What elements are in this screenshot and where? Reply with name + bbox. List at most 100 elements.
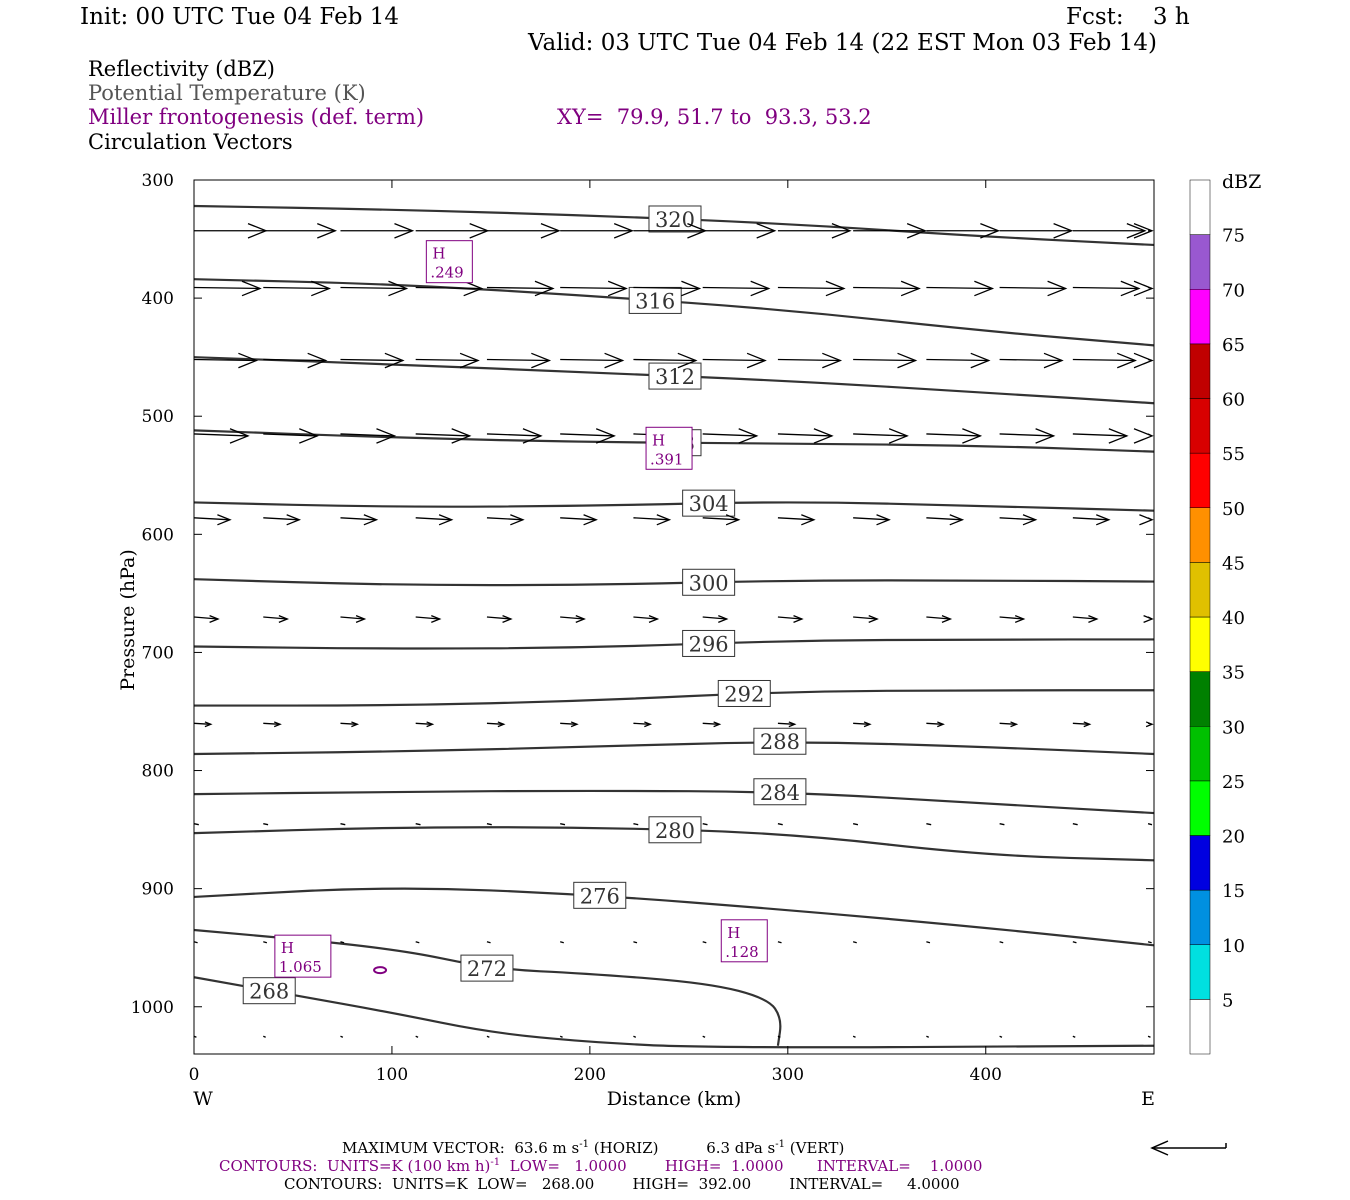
frontogenesis-max-value: .128 — [725, 943, 758, 961]
circulation-vector — [777, 1035, 781, 1038]
circulation-vector — [486, 358, 550, 362]
circulation-vector — [486, 616, 512, 620]
theta-label-304: 304 — [689, 492, 729, 516]
circulation-vector — [263, 433, 318, 437]
colorbar-segment — [1189, 999, 1211, 1055]
y-axis-label: Pressure (hPa) — [117, 549, 139, 691]
circulation-vector — [777, 517, 814, 521]
circulation-vector-head — [388, 280, 409, 297]
contours-frontogenesis-b: LOW= 1.0000 HIGH= 1.0000 INTERVAL= 1.000… — [500, 1157, 983, 1175]
circulation-vector — [486, 722, 504, 725]
circulation-vector-head — [656, 514, 672, 526]
circulation-vector — [1072, 358, 1136, 362]
x-tick-label: 100 — [376, 1065, 408, 1085]
circulation-vector-head — [613, 222, 634, 239]
circulation-vector — [193, 358, 257, 362]
colorbar: 5 10 15 20 25 30 35 40 45 50 55 60 65 70 75 dBZ — [1189, 171, 1261, 1055]
colorbar-label: 70 — [1222, 280, 1245, 301]
circulation-vector-head — [906, 222, 927, 239]
x-axis-label: Distance (km) — [607, 1088, 742, 1110]
circulation-vector — [853, 358, 916, 362]
max-vector-vert-unit: (VERT) — [785, 1139, 845, 1157]
circulation-vector-head — [1120, 280, 1141, 297]
circulation-vector — [1147, 823, 1153, 826]
theta-contour-296 — [194, 638, 1154, 650]
circulation-vector-head — [229, 428, 250, 444]
circulation-vector — [926, 616, 951, 620]
frontogenesis-max-letter: H — [652, 431, 665, 449]
circulation-vector-head — [238, 352, 259, 369]
circulation-vector — [999, 517, 1036, 521]
circulation-vector-head — [725, 514, 741, 526]
theta-contour-300 — [194, 578, 1154, 587]
circulation-vector-head — [801, 514, 816, 526]
footer-max-vector: MAXIMUM VECTOR: 63.6 m s-1 (HORIZ) 6.3 d… — [342, 1139, 844, 1157]
theta-label-box — [648, 362, 702, 390]
circulation-vector-head — [937, 721, 945, 728]
circulation-vector — [926, 941, 931, 944]
circulation-vector-head — [510, 514, 525, 526]
circulation-vector-head — [570, 721, 579, 728]
theta-label-316: 316 — [635, 289, 675, 313]
circulation-vector-head — [868, 615, 879, 623]
colorbar-segment — [1189, 616, 1211, 672]
max-vector-vert: 6.3 dPa s — [706, 1139, 776, 1157]
circulation-vector-head — [241, 280, 262, 297]
circulation-vector-head — [1133, 428, 1154, 444]
x-tick-label: 300 — [772, 1065, 804, 1085]
theta-contour-288 — [194, 741, 1154, 756]
circulation-vector-head — [648, 615, 660, 623]
circulation-vector — [777, 616, 802, 620]
frontogenesis-contour — [373, 966, 388, 975]
circulation-vectors — [193, 222, 1154, 1038]
circulation-vector-head — [273, 721, 282, 728]
theta-label-box — [628, 286, 682, 314]
circulation-vector-head — [1139, 514, 1154, 526]
circulation-vector-head — [962, 428, 983, 444]
circulation-vector — [193, 722, 211, 725]
circulation-vector — [415, 433, 470, 437]
y-tick-label: 500 — [142, 407, 174, 427]
circulation-vector-head — [1014, 615, 1026, 623]
circulation-vector-head — [1022, 514, 1038, 526]
circulation-vector — [340, 1035, 344, 1038]
circulation-vector-head — [583, 514, 598, 526]
theta-label-box — [717, 679, 771, 707]
circulation-vector-head — [677, 352, 698, 369]
theta-label-320: 320 — [655, 208, 695, 232]
circulation-vector — [415, 722, 433, 725]
circulation-vector — [415, 1035, 419, 1038]
circulation-vector-head — [1117, 352, 1137, 369]
circulation-vector-head — [756, 222, 777, 239]
circulation-vector — [999, 941, 1004, 944]
axes: 0 100 200 300 400 300 400 500 600 700 800 900 1000 — [131, 171, 1155, 1085]
circulation-vector-head — [1133, 280, 1154, 297]
circulation-vector — [415, 941, 420, 944]
y-tick-label: 600 — [142, 525, 174, 545]
circulation-vector-head — [363, 514, 379, 526]
circulation-vector-head — [540, 222, 561, 239]
colorbar-unit: dBZ — [1222, 171, 1261, 193]
circulation-vector — [926, 517, 963, 521]
circulation-vector — [852, 941, 857, 944]
circulation-vector — [999, 1035, 1003, 1038]
circulation-vector — [633, 517, 670, 521]
circulation-vector — [340, 286, 407, 290]
circulation-vector-head — [718, 615, 729, 623]
circulation-vector — [633, 1035, 637, 1038]
circulation-vector-head — [438, 514, 454, 526]
circulation-vector-head — [531, 352, 552, 369]
theta-label-box — [573, 881, 627, 909]
circulation-vector — [999, 722, 1017, 725]
circulation-vector-head — [575, 615, 586, 623]
theta-label-276: 276 — [580, 884, 620, 908]
circulation-vector — [340, 941, 345, 944]
circulation-vector — [777, 823, 783, 826]
circulation-vector — [415, 517, 452, 521]
circulation-vector — [1072, 517, 1109, 521]
circulation-vector-head — [738, 428, 759, 444]
colorbar-label: 10 — [1222, 936, 1245, 957]
theta-label-288: 288 — [760, 730, 800, 754]
circulation-vector — [193, 433, 249, 437]
y-tick-label: 700 — [142, 643, 174, 663]
